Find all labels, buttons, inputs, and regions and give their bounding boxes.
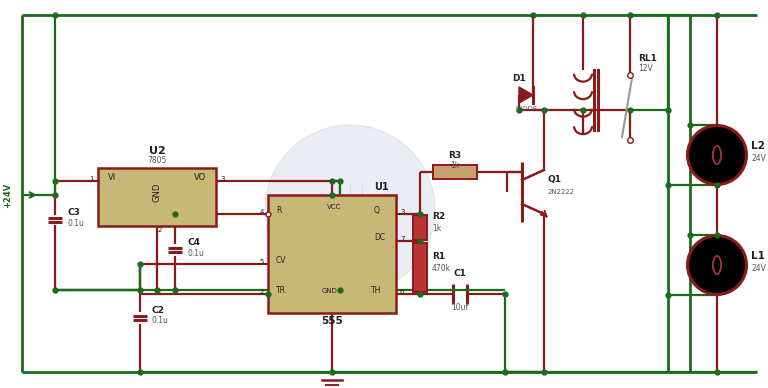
Text: 10uf: 10uf <box>452 303 468 312</box>
Text: C2: C2 <box>152 306 165 315</box>
Text: 24V: 24V <box>751 154 766 163</box>
Text: RL1: RL1 <box>638 54 657 63</box>
Text: VO: VO <box>194 173 207 182</box>
FancyBboxPatch shape <box>413 215 427 240</box>
Text: 555: 555 <box>321 316 343 326</box>
Text: C1: C1 <box>454 269 466 278</box>
Text: +24V: +24V <box>4 182 12 208</box>
Text: GND: GND <box>322 288 338 294</box>
Text: L1: L1 <box>751 251 765 261</box>
FancyBboxPatch shape <box>268 195 396 313</box>
Text: R3: R3 <box>449 151 462 160</box>
Text: Q1: Q1 <box>548 175 562 184</box>
Text: 7: 7 <box>400 236 405 242</box>
Text: 4: 4 <box>260 209 264 215</box>
Text: R2: R2 <box>432 212 445 221</box>
Text: 3: 3 <box>220 176 224 182</box>
Text: VCC: VCC <box>327 204 341 210</box>
Text: 1k: 1k <box>450 161 459 170</box>
Text: U1: U1 <box>374 182 389 192</box>
Text: 5: 5 <box>260 259 264 265</box>
Text: 470k: 470k <box>432 264 451 273</box>
FancyBboxPatch shape <box>413 243 427 292</box>
Text: L2: L2 <box>751 141 765 151</box>
Text: CV: CV <box>276 256 286 265</box>
Text: U2: U2 <box>149 146 165 156</box>
Text: C4: C4 <box>187 238 200 247</box>
Text: DIODE: DIODE <box>516 106 538 112</box>
Text: DC: DC <box>374 233 385 242</box>
FancyBboxPatch shape <box>98 168 216 226</box>
Circle shape <box>689 237 745 293</box>
Text: 7805: 7805 <box>147 156 167 165</box>
Polygon shape <box>519 87 533 103</box>
Text: 1: 1 <box>90 176 94 182</box>
Text: R: R <box>276 206 281 215</box>
Circle shape <box>265 125 435 295</box>
Text: 2: 2 <box>157 227 162 233</box>
Text: 3: 3 <box>400 209 405 215</box>
Text: 1k: 1k <box>432 224 442 233</box>
Text: 6: 6 <box>400 289 405 295</box>
Text: VI: VI <box>108 173 116 182</box>
Text: TH: TH <box>371 286 382 295</box>
Text: C3: C3 <box>67 208 80 217</box>
Text: 0.1u: 0.1u <box>187 249 204 258</box>
Text: 2N2222: 2N2222 <box>548 189 575 195</box>
Text: GND: GND <box>153 183 161 202</box>
Text: 0.1u: 0.1u <box>152 316 169 325</box>
Text: R1: R1 <box>432 252 445 261</box>
Text: 12V: 12V <box>638 64 653 73</box>
Text: 2: 2 <box>260 289 264 295</box>
Text: TR: TR <box>276 286 286 295</box>
Text: D1: D1 <box>512 74 526 83</box>
Text: 24V: 24V <box>751 264 766 273</box>
Text: 0.1u: 0.1u <box>67 219 84 228</box>
Circle shape <box>689 127 745 183</box>
FancyBboxPatch shape <box>433 165 477 179</box>
Text: Q: Q <box>374 206 380 215</box>
